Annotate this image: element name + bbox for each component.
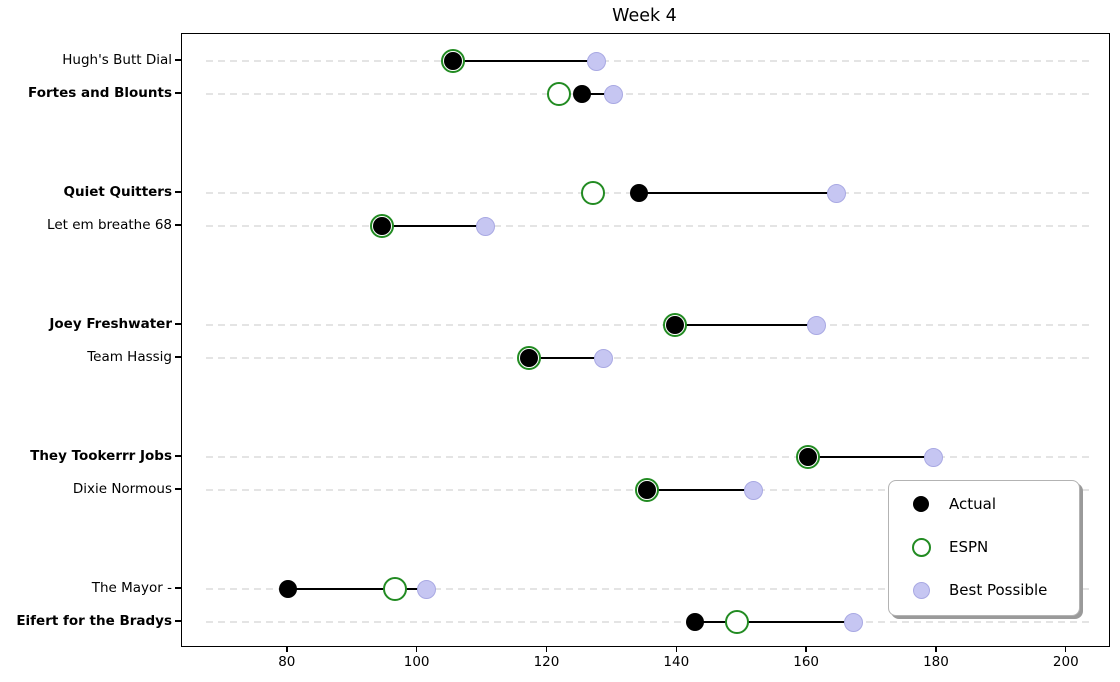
x-tick-label: 140 bbox=[663, 654, 690, 670]
actual-to-best-line bbox=[695, 620, 854, 624]
y-axis-label: Dixie Normous bbox=[72, 481, 172, 497]
actual-to-best-line bbox=[528, 356, 604, 360]
y-tick bbox=[175, 323, 181, 325]
espn-point bbox=[580, 181, 605, 205]
y-axis-label: They Tookerrr Jobs bbox=[30, 448, 172, 464]
actual-point bbox=[372, 217, 391, 235]
gridline bbox=[206, 456, 1091, 458]
gridline bbox=[206, 588, 1091, 590]
legend-item-espn: ESPN bbox=[889, 534, 1079, 560]
best-possible-point bbox=[594, 348, 614, 368]
y-axis-label: Eifert for the Bradys bbox=[16, 613, 172, 629]
best-possible-point bbox=[587, 51, 607, 71]
x-tick bbox=[1065, 646, 1067, 652]
legend: Actual ESPN Best Possible bbox=[888, 480, 1080, 616]
best-possible-point bbox=[923, 447, 943, 467]
y-axis-label: Fortes and Blounts bbox=[28, 85, 172, 101]
legend-label-best-possible: Best Possible bbox=[949, 581, 1048, 599]
best-possible-point bbox=[475, 216, 495, 236]
x-tick bbox=[805, 646, 807, 652]
gridline bbox=[206, 324, 1091, 326]
x-tick-label: 80 bbox=[278, 654, 296, 670]
best-possible-point bbox=[604, 84, 624, 104]
gridline bbox=[206, 93, 1091, 95]
actual-point bbox=[630, 184, 648, 202]
best-possible-point bbox=[744, 480, 764, 500]
legend-label-actual: Actual bbox=[949, 495, 996, 513]
gridline bbox=[206, 60, 1091, 62]
legend-item-actual: Actual bbox=[889, 491, 1079, 517]
y-tick bbox=[175, 92, 181, 94]
y-axis-label: Quiet Quitters bbox=[63, 184, 173, 200]
best-possible-point bbox=[826, 183, 846, 203]
actual-to-best-line bbox=[453, 59, 597, 63]
y-tick bbox=[175, 59, 181, 61]
plot-area bbox=[181, 33, 1110, 647]
y-tick bbox=[175, 191, 181, 193]
y-tick bbox=[175, 620, 181, 622]
actual-to-best-line bbox=[675, 323, 817, 327]
y-axis-label: Joey Freshwater bbox=[49, 316, 172, 332]
espn-point bbox=[547, 82, 572, 106]
best-possible-marker-icon bbox=[909, 581, 933, 599]
actual-point bbox=[279, 580, 298, 598]
best-possible-point bbox=[843, 612, 863, 632]
legend-item-best-possible: Best Possible bbox=[889, 577, 1079, 603]
actual-to-best-line bbox=[288, 587, 427, 591]
y-axis-label: Hugh's Butt Dial bbox=[62, 52, 172, 68]
gridline bbox=[206, 621, 1091, 623]
gridline bbox=[206, 225, 1091, 227]
espn-point bbox=[725, 610, 750, 634]
y-axis-label: Team Hassig bbox=[87, 349, 172, 365]
x-tick-label: 120 bbox=[533, 654, 560, 670]
actual-marker-icon bbox=[909, 496, 933, 512]
y-axis-label: The Mayor - bbox=[91, 580, 172, 596]
y-tick bbox=[175, 224, 181, 226]
actual-to-best-line bbox=[581, 92, 614, 96]
x-tick bbox=[415, 646, 418, 652]
x-tick-label: 100 bbox=[403, 654, 430, 670]
actual-to-best-line bbox=[381, 224, 486, 228]
legend-label-espn: ESPN bbox=[949, 538, 989, 556]
best-possible-point bbox=[806, 315, 826, 335]
espn-marker-icon bbox=[909, 537, 933, 557]
actual-point bbox=[666, 316, 685, 334]
chart-title: Week 4 bbox=[612, 6, 677, 26]
x-tick-label: 200 bbox=[1052, 654, 1079, 670]
x-tick bbox=[935, 646, 937, 652]
actual-to-best-line bbox=[647, 488, 754, 492]
x-tick bbox=[286, 646, 288, 652]
x-tick-label: 160 bbox=[793, 654, 820, 670]
x-tick-label: 180 bbox=[923, 654, 949, 670]
y-tick bbox=[175, 356, 181, 358]
gridline bbox=[206, 357, 1091, 359]
y-tick bbox=[175, 587, 181, 589]
y-tick bbox=[175, 488, 181, 490]
actual-to-best-line bbox=[639, 191, 837, 195]
actual-point bbox=[572, 85, 591, 103]
actual-point bbox=[638, 481, 657, 499]
actual-to-best-line bbox=[808, 455, 934, 459]
x-tick bbox=[545, 646, 548, 652]
best-possible-point bbox=[417, 579, 437, 599]
actual-point bbox=[686, 613, 705, 631]
actual-point bbox=[444, 52, 463, 70]
x-tick bbox=[675, 646, 677, 652]
espn-point bbox=[382, 577, 407, 601]
actual-point bbox=[799, 448, 818, 466]
y-tick bbox=[175, 455, 181, 457]
y-axis-label: Let em breathe 68 bbox=[47, 217, 172, 233]
actual-point bbox=[519, 349, 538, 367]
